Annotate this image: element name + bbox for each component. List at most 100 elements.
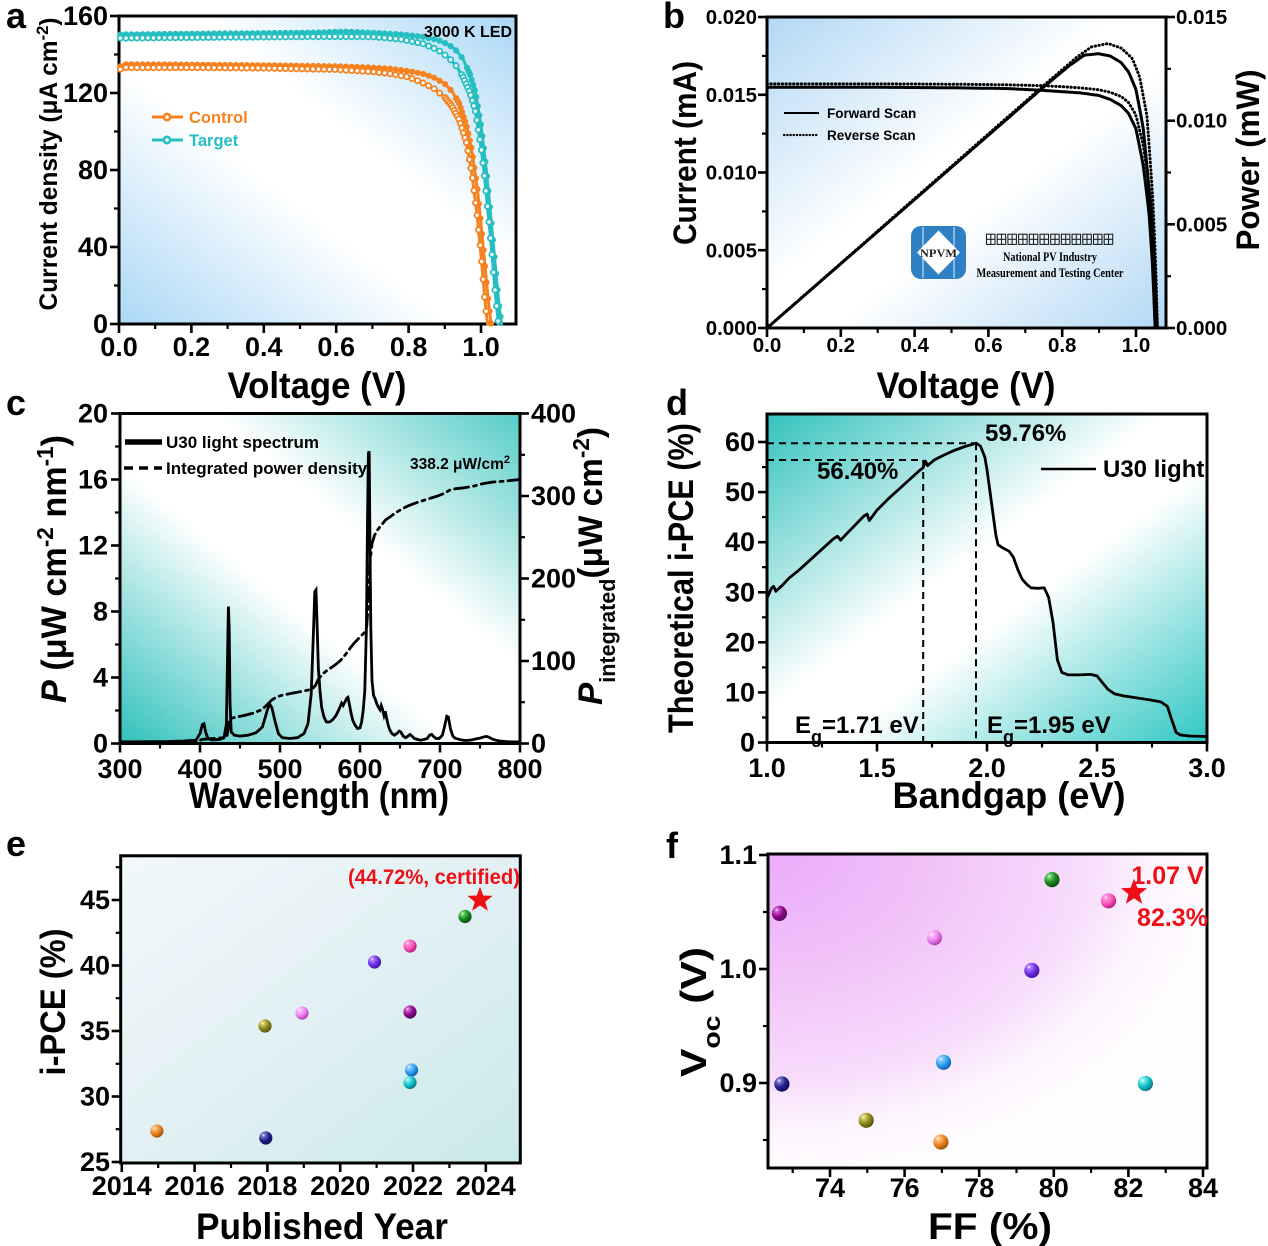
svg-text:40: 40 [80,951,110,981]
svg-text:0.8: 0.8 [1048,334,1077,357]
svg-text:a: a [6,0,27,36]
svg-text:0.4: 0.4 [245,332,283,362]
svg-text:84: 84 [1188,1173,1218,1203]
svg-text:Forward Scan: Forward Scan [827,106,916,121]
svg-text:c: c [6,382,26,423]
svg-text:National PV Industry: National PV Industry [1003,249,1097,264]
svg-text:Target: Target [189,132,239,150]
svg-text:40: 40 [725,527,755,557]
svg-text:Current (mA): Current (mA) [667,61,703,245]
svg-text:30: 30 [725,577,755,607]
svg-text:0.015: 0.015 [1176,6,1227,29]
svg-text:1.5: 1.5 [858,753,896,783]
svg-text:80: 80 [78,155,108,185]
svg-text:Wavelength (nm): Wavelength (nm) [189,775,449,816]
svg-text:10: 10 [725,677,755,707]
svg-text:2016: 2016 [165,1171,225,1201]
svg-text:56.40%: 56.40% [817,458,898,485]
svg-text:0.005: 0.005 [706,239,757,262]
svg-text:0.6: 0.6 [317,332,355,362]
svg-text:100: 100 [531,646,576,676]
svg-text:0.9: 0.9 [719,1068,757,1098]
svg-text:12: 12 [78,531,108,561]
svg-text:0.2: 0.2 [827,334,856,357]
svg-text:1.0: 1.0 [719,954,757,984]
svg-text:2018: 2018 [237,1171,297,1201]
svg-text:700: 700 [417,754,462,784]
svg-text:f: f [666,825,679,866]
svg-text:3.0: 3.0 [1188,753,1226,783]
svg-text:74: 74 [815,1173,845,1203]
svg-text:0.010: 0.010 [1176,110,1227,133]
svg-text:0.000: 0.000 [1176,317,1227,340]
svg-text:1.1: 1.1 [719,840,757,870]
svg-text:Control: Control [189,109,248,127]
svg-text:20: 20 [725,627,755,657]
svg-text:500: 500 [257,754,302,784]
svg-text:1.0: 1.0 [748,753,786,783]
svg-text:400: 400 [177,754,222,784]
svg-text:U30 light spectrum: U30 light spectrum [166,433,319,452]
svg-text:2.0: 2.0 [968,753,1006,783]
svg-text:60: 60 [725,427,755,457]
svg-text:Bandgap (eV): Bandgap (eV) [893,775,1126,816]
svg-text:16: 16 [78,465,108,495]
svg-text:8: 8 [93,597,108,627]
svg-text:Current density (μA cm-2): Current density (μA cm-2) [33,18,64,311]
svg-text:400: 400 [531,399,576,429]
svg-text:0.000: 0.000 [706,317,757,340]
svg-text:U30 light: U30 light [1103,456,1204,483]
svg-text:30: 30 [80,1082,110,1112]
svg-text:3000 K LED: 3000 K LED [424,24,512,41]
svg-text:Integrated power density: Integrated power density [166,459,368,478]
svg-text:2020: 2020 [310,1171,370,1201]
svg-text:59.76%: 59.76% [985,420,1066,447]
svg-text:Measurement and Testing Center: Measurement and Testing Center [977,265,1124,280]
svg-text:0.020: 0.020 [706,6,757,29]
svg-text:338.2 μW/cm2: 338.2 μW/cm2 [410,454,510,473]
svg-text:82.3%: 82.3% [1137,904,1208,932]
svg-text:e: e [6,823,26,864]
svg-text:0.015: 0.015 [706,84,757,107]
svg-text:0.0: 0.0 [753,334,782,357]
svg-text:1.07 V: 1.07 V [1131,862,1204,890]
svg-text:d: d [666,382,688,423]
svg-text:300: 300 [531,481,576,511]
svg-text:NPVM: NPVM [920,248,957,260]
svg-text:600: 600 [337,754,382,784]
svg-text:Power (mW): Power (mW) [1230,70,1266,251]
svg-text:Theoretical i-PCE (%): Theoretical i-PCE (%) [662,423,701,733]
svg-text:45: 45 [80,885,110,915]
svg-text:0.8: 0.8 [390,332,428,362]
svg-text:25: 25 [80,1147,110,1177]
svg-text:2.5: 2.5 [1078,753,1116,783]
svg-text:0.4: 0.4 [900,334,929,357]
svg-text:Voltage (V): Voltage (V) [228,365,407,406]
svg-text:2014: 2014 [92,1171,152,1201]
svg-text:0.2: 0.2 [173,332,211,362]
svg-text:0.0: 0.0 [100,332,138,362]
svg-text:4: 4 [93,663,108,693]
svg-text:200: 200 [531,564,576,594]
svg-text:300: 300 [97,754,142,784]
svg-text:2022: 2022 [383,1171,443,1201]
svg-text:P (μW cm-2 nm-1): P (μW cm-2 nm-1) [32,435,74,703]
svg-text:Reverse Scan: Reverse Scan [827,128,916,143]
svg-text:0: 0 [740,728,755,758]
svg-text:0.005: 0.005 [1176,213,1227,236]
svg-text:76: 76 [890,1173,920,1203]
svg-text:b: b [663,0,685,36]
svg-text:82: 82 [1113,1173,1143,1203]
svg-text:20: 20 [78,399,108,429]
svg-text:Voltage (V): Voltage (V) [877,365,1056,406]
svg-text:(44.72%, certified): (44.72%, certified) [348,866,520,889]
svg-text:160: 160 [63,1,108,31]
svg-text:0.010: 0.010 [706,162,757,185]
svg-text:0: 0 [93,309,108,339]
svg-text:80: 80 [1039,1173,1069,1203]
svg-text:40: 40 [78,232,108,262]
svg-text:800: 800 [497,754,542,784]
svg-text:78: 78 [964,1173,994,1203]
svg-text:120: 120 [63,78,108,108]
svg-text:FF (%): FF (%) [928,1206,1052,1246]
